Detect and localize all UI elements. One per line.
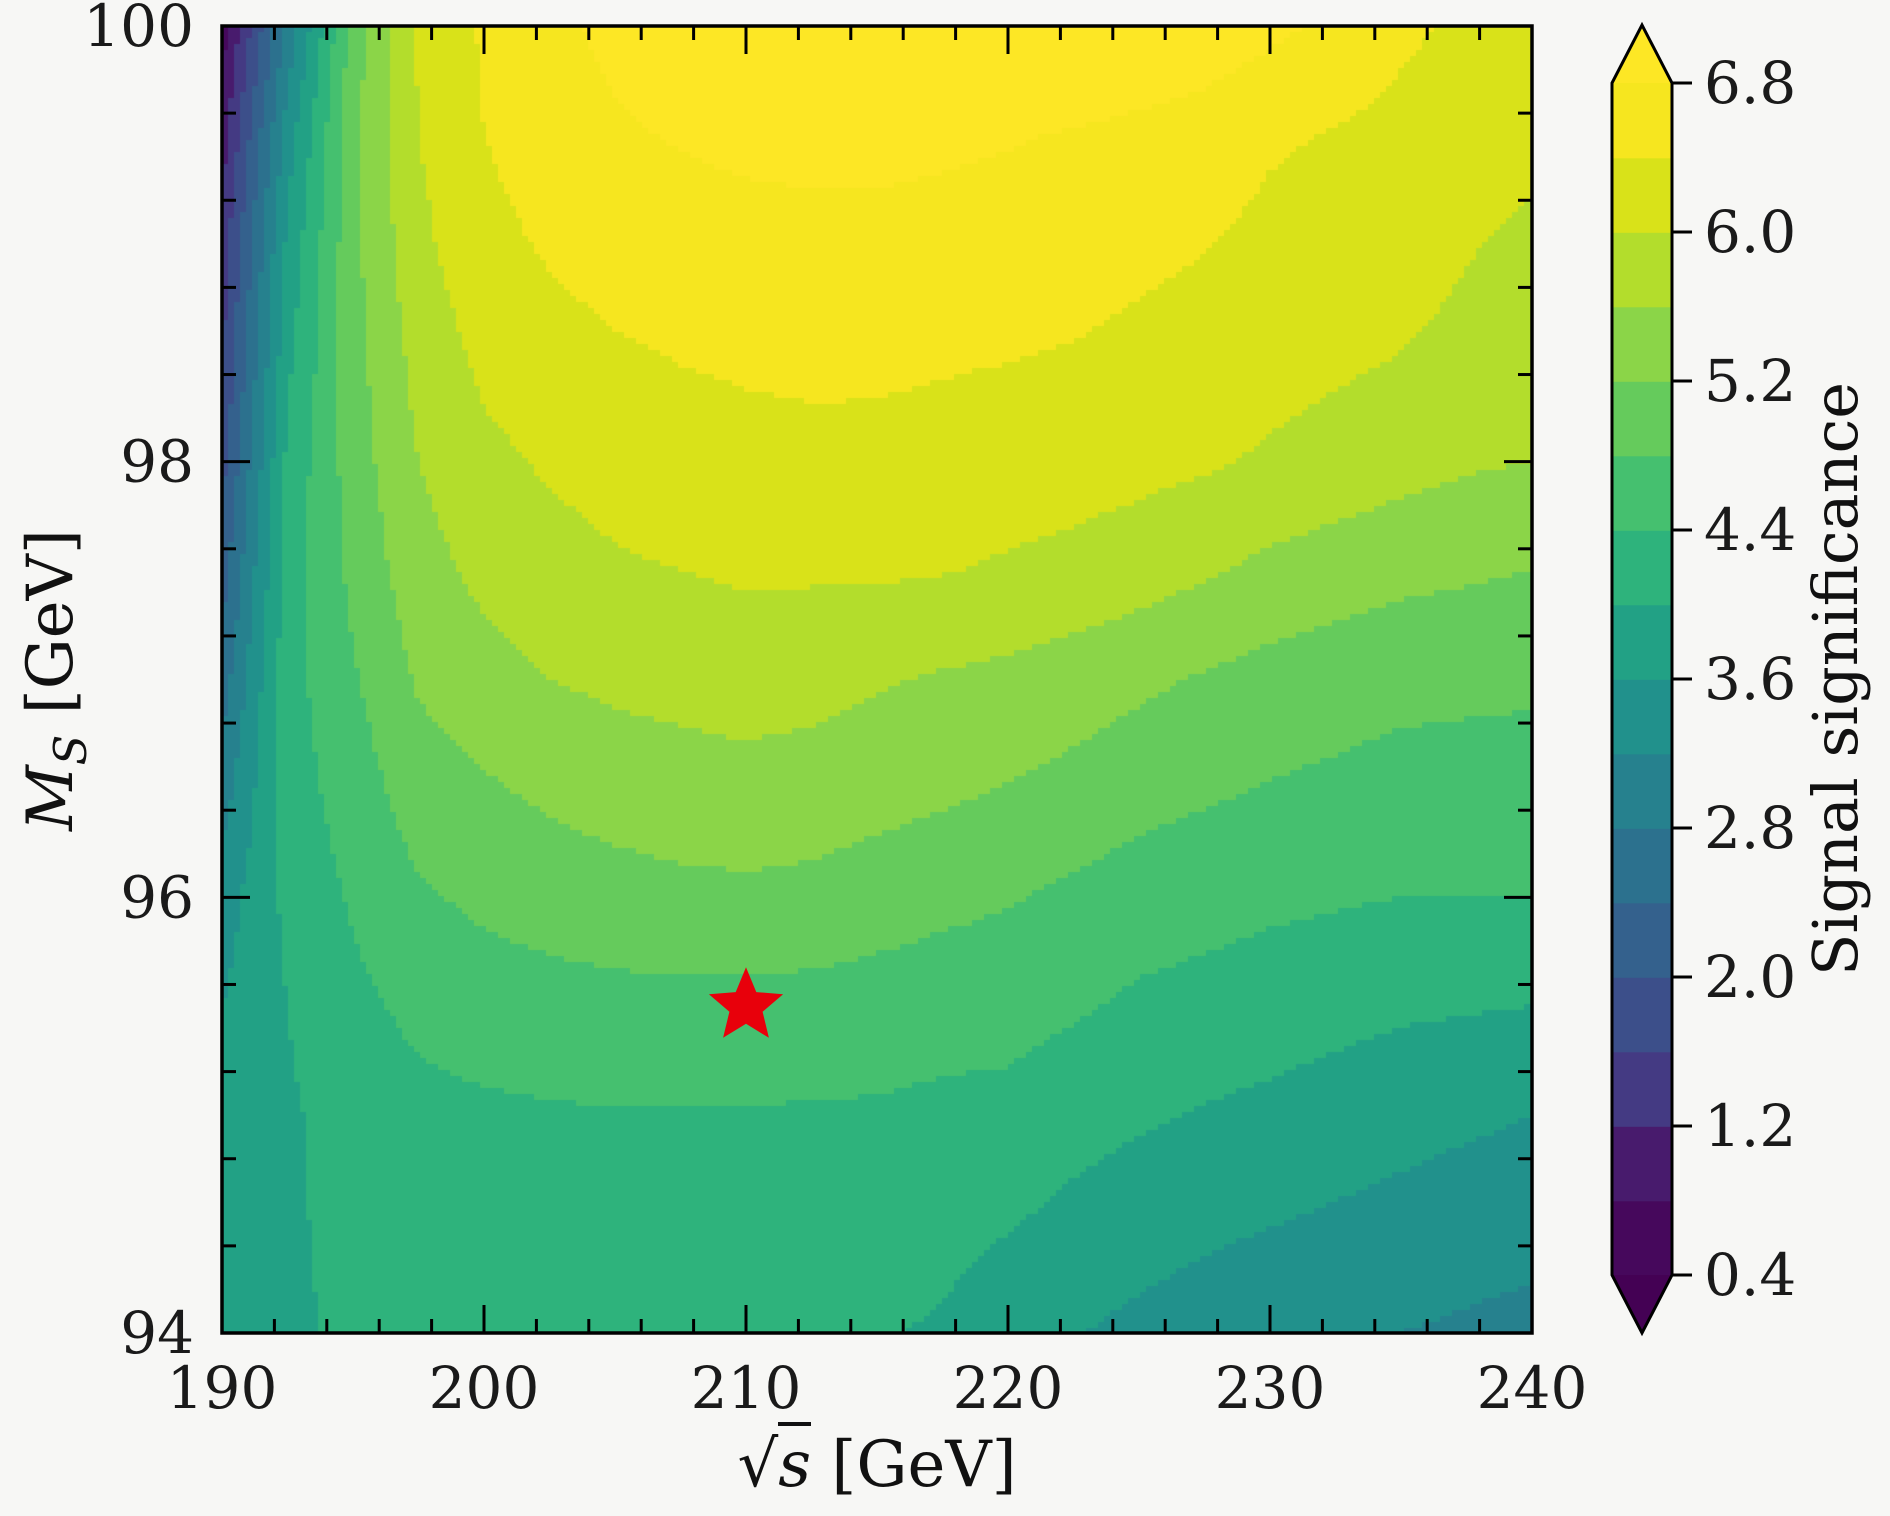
colorbar-band: [1612, 1200, 1672, 1276]
colorbar-tick-label: 6.8: [1704, 49, 1796, 117]
colorbar-outline: [1610, 21, 1674, 1337]
colorbar-tick-label: 0.4: [1704, 1241, 1796, 1309]
colorbar-band: [1612, 1051, 1672, 1127]
x-tick-label: 200: [429, 1354, 540, 1422]
colorbar-band: [1612, 753, 1672, 829]
colorbar-under-arrow: [1612, 1275, 1672, 1333]
colorbar-band: [1612, 679, 1672, 755]
colorbar-band: [1612, 530, 1672, 606]
colorbar-band: [1612, 381, 1672, 457]
colorbar-band: [1612, 604, 1672, 680]
sqrt-radical-symbol: √: [737, 1428, 779, 1502]
colorbar-tick-label: 6.0: [1704, 198, 1796, 266]
y-axis-unit: [GeV]: [14, 529, 88, 735]
contour-plot-area: [222, 26, 1532, 1333]
colorbar-band: [1612, 1126, 1672, 1202]
y-tick-label: 100: [83, 0, 194, 60]
y-tick-label: 96: [120, 863, 194, 931]
colorbar-band: [1612, 157, 1672, 233]
colorbar-tick-label: 4.4: [1704, 496, 1796, 564]
x-tick-label: 230: [1215, 1354, 1326, 1422]
y-axis-subscript: S: [43, 734, 97, 766]
colorbar-band: [1612, 232, 1672, 308]
colorbar-band: [1612, 455, 1672, 531]
y-tick-label: 94: [120, 1299, 194, 1367]
colorbar-over-arrow: [1612, 25, 1672, 83]
colorbar-tick-label: 3.6: [1704, 645, 1796, 713]
colorbar-band: [1612, 306, 1672, 382]
x-tick-label: 220: [953, 1354, 1064, 1422]
x-tick-label: 210: [691, 1354, 802, 1422]
colorbar-tick-label: 1.2: [1704, 1092, 1796, 1160]
colorbar-band: [1612, 902, 1672, 978]
colorbar-tick-label: 2.0: [1704, 943, 1796, 1011]
significance-heatmap-canvas: [222, 26, 1532, 1333]
sqrt-radicand: s: [778, 1422, 812, 1502]
y-axis-symbol: M: [14, 765, 88, 831]
x-axis-label: √s [GeV]: [222, 1422, 1532, 1502]
x-axis-unit: [GeV]: [811, 1428, 1017, 1502]
x-tick-label: 190: [167, 1354, 278, 1422]
colorbar-band: [1612, 83, 1672, 159]
colorbar-tick-label: 5.2: [1704, 347, 1796, 415]
y-tick-label: 98: [120, 428, 194, 496]
colorbar-band: [1612, 828, 1672, 904]
colorbar-tick-label: 2.8: [1704, 794, 1796, 862]
x-tick-label: 240: [1477, 1354, 1588, 1422]
colorbar-band: [1612, 977, 1672, 1053]
